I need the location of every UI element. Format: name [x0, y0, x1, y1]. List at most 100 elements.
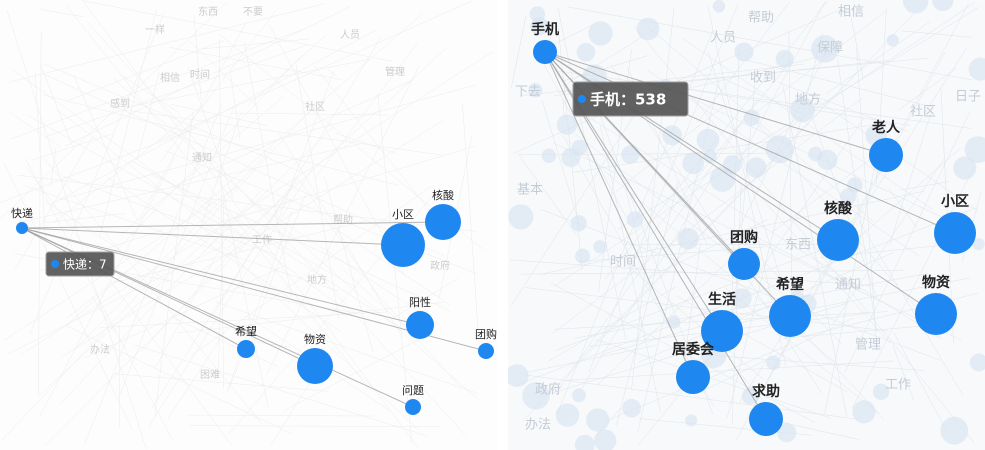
- background-node: [685, 414, 698, 427]
- node-label: 团购: [475, 327, 497, 341]
- background-edge: [53, 100, 209, 224]
- background-node: [522, 382, 550, 410]
- background-edge: [212, 37, 381, 316]
- background-node: [777, 423, 797, 443]
- background-node: [746, 157, 767, 178]
- background-edge: [588, 4, 739, 373]
- background-label: 保障: [817, 41, 843, 56]
- background-edge: [647, 69, 920, 257]
- background-edge: [171, 104, 267, 126]
- background-node: [508, 204, 534, 230]
- background-label: 地方: [307, 273, 327, 286]
- background-label: 地方: [795, 92, 821, 108]
- background-edge: [170, 80, 413, 188]
- background-edge: [167, 332, 225, 419]
- background-edge: [334, 132, 397, 154]
- tooltip: [572, 81, 689, 117]
- node-label: 居委会: [672, 341, 715, 358]
- background-label: 困难: [200, 369, 220, 381]
- node-label: 老人: [872, 119, 901, 136]
- node: [405, 399, 421, 415]
- background-edge: [219, 38, 224, 389]
- node-label: 希望: [235, 324, 257, 338]
- node: [817, 219, 859, 261]
- background-label: 人员: [710, 31, 736, 46]
- background-edge: [156, 0, 473, 142]
- background-edge: [844, 111, 971, 374]
- background-label: 东西: [198, 5, 218, 18]
- background-edge: [45, 213, 127, 223]
- background-edge: [697, 1, 791, 123]
- background-edge: [114, 373, 329, 392]
- background-edge: [21, 51, 493, 355]
- node: [701, 310, 743, 352]
- background-label: 人员: [340, 29, 360, 41]
- background-label: 帮助: [748, 11, 774, 26]
- background-edge: [200, 225, 418, 430]
- background-edge: [247, 34, 327, 106]
- edge: [21, 227, 404, 246]
- background-node: [765, 135, 794, 164]
- background-edge: [51, 29, 377, 205]
- background-edge: [44, 198, 292, 446]
- background-edge: [510, 259, 876, 287]
- background-edge: [40, 9, 84, 18]
- background-edge: [6, 10, 147, 450]
- background-edge: [81, 0, 393, 62]
- background-edge: [314, 65, 453, 240]
- background-edge: [3, 161, 133, 431]
- background-edge: [892, 345, 914, 401]
- background-edge: [226, 46, 448, 250]
- background-edge: [574, 273, 929, 339]
- background-edge: [154, 112, 194, 416]
- tooltip-text: 手机：538: [590, 91, 666, 109]
- node: [869, 138, 903, 172]
- background-label: 时间: [610, 255, 636, 270]
- background-node: [766, 355, 781, 370]
- background-edge: [782, 324, 941, 339]
- background-edge: [888, 188, 917, 228]
- background-edge: [899, 67, 958, 110]
- background-node: [677, 227, 699, 250]
- background-edge: [64, 6, 351, 147]
- background-edge: [0, 1, 229, 220]
- background-node: [872, 383, 890, 401]
- background-edge: [859, 221, 964, 396]
- background-edge: [76, 148, 273, 348]
- background-edge: [392, 278, 458, 319]
- background-edge: [171, 316, 278, 367]
- background-edge: [268, 23, 406, 277]
- background-edge: [638, 252, 895, 363]
- node: [749, 402, 783, 436]
- background-edge: [893, 332, 947, 432]
- background-edge: [511, 15, 527, 88]
- background-edge: [9, 28, 306, 140]
- background-label: 工作: [252, 234, 272, 246]
- background-edge: [131, 59, 370, 107]
- background-edge: [517, 152, 578, 236]
- background-edge: [138, 23, 246, 220]
- background-edge: [587, 83, 714, 415]
- background-edge: [782, 86, 847, 417]
- background-node: [575, 248, 591, 264]
- background-node: [556, 114, 578, 135]
- background-node: [586, 408, 610, 432]
- background-edge: [165, 150, 479, 275]
- background-edge: [736, 1, 826, 167]
- background-edge: [682, 242, 701, 374]
- background-label: 通知: [835, 277, 861, 293]
- background-edge: [732, 10, 886, 132]
- background-edge: [120, 96, 284, 236]
- background-node: [968, 57, 985, 81]
- background-edge: [707, 51, 785, 289]
- background-edge: [596, 339, 831, 419]
- background-edge: [550, 282, 816, 423]
- background-node: [622, 398, 641, 418]
- background-edge: [539, 56, 627, 218]
- edge: [544, 51, 887, 156]
- background-edge: [278, 132, 403, 338]
- background-edge: [327, 69, 337, 77]
- background-edge: [45, 201, 172, 284]
